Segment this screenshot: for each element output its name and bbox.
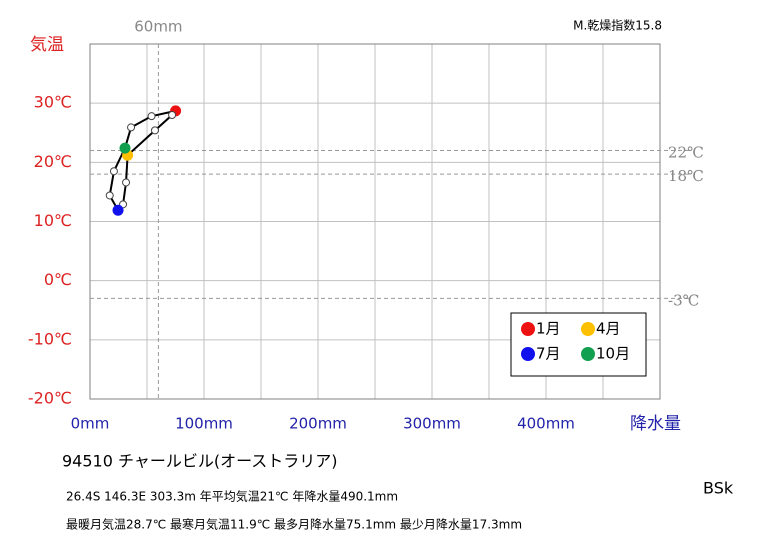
month-point: [147, 112, 156, 121]
x-tick-label: 100mm: [175, 415, 233, 433]
y-tick-label: -10℃: [28, 329, 72, 348]
month-point: [150, 126, 159, 135]
climate-label: BSk: [703, 479, 734, 498]
x-tick-label: 400mm: [517, 415, 575, 433]
month-point: [109, 167, 118, 176]
reference-label: 18℃: [668, 167, 704, 185]
y-tick-label: 30℃: [34, 93, 72, 112]
y-axis-label: 気温: [30, 35, 64, 55]
x-tick-label: 200mm: [289, 415, 347, 433]
index-label: M.乾燥指数15.8: [573, 18, 662, 33]
y-tick-label: -20℃: [28, 389, 72, 408]
legend-swatch: [581, 347, 595, 361]
y-tick-label: 20℃: [34, 152, 72, 171]
highlight-point: [112, 204, 124, 216]
legend-label: 1月: [536, 320, 561, 338]
legend-swatch: [521, 347, 535, 361]
info-line: 26.4S 146.3E 303.3m 年平均気温21℃ 年降水量490.1mm: [66, 489, 398, 504]
month-point: [122, 178, 131, 187]
month-point: [168, 111, 177, 119]
legend-swatch: [521, 322, 535, 336]
x-tick-label: 300mm: [403, 415, 461, 433]
legend-label: 4月: [596, 320, 621, 338]
legend-label: 10月: [596, 345, 630, 363]
y-tick-label: 0℃: [44, 270, 72, 289]
info-line: 最暖月気温28.7℃ 最寒月気温11.9℃ 最多月降水量75.1mm 最少月降水…: [66, 517, 522, 532]
y-tick-label: 10℃: [34, 211, 72, 230]
station: 94510 チャールビル(オーストラリア): [62, 452, 338, 471]
month-point: [105, 191, 114, 200]
legend-label: 7月: [536, 345, 561, 363]
legend-box: [510, 312, 647, 377]
x-axis-label: 降水量: [630, 414, 681, 434]
month-point: [127, 123, 136, 132]
reference-label: 22℃: [668, 144, 704, 162]
reference-label: 60mm: [134, 18, 182, 36]
plot-border: [89, 43, 661, 400]
legend-swatch: [581, 322, 595, 336]
highlight-point: [119, 142, 131, 154]
x-tick-label: 0mm: [71, 415, 110, 433]
reference-label: -3℃: [668, 291, 699, 309]
